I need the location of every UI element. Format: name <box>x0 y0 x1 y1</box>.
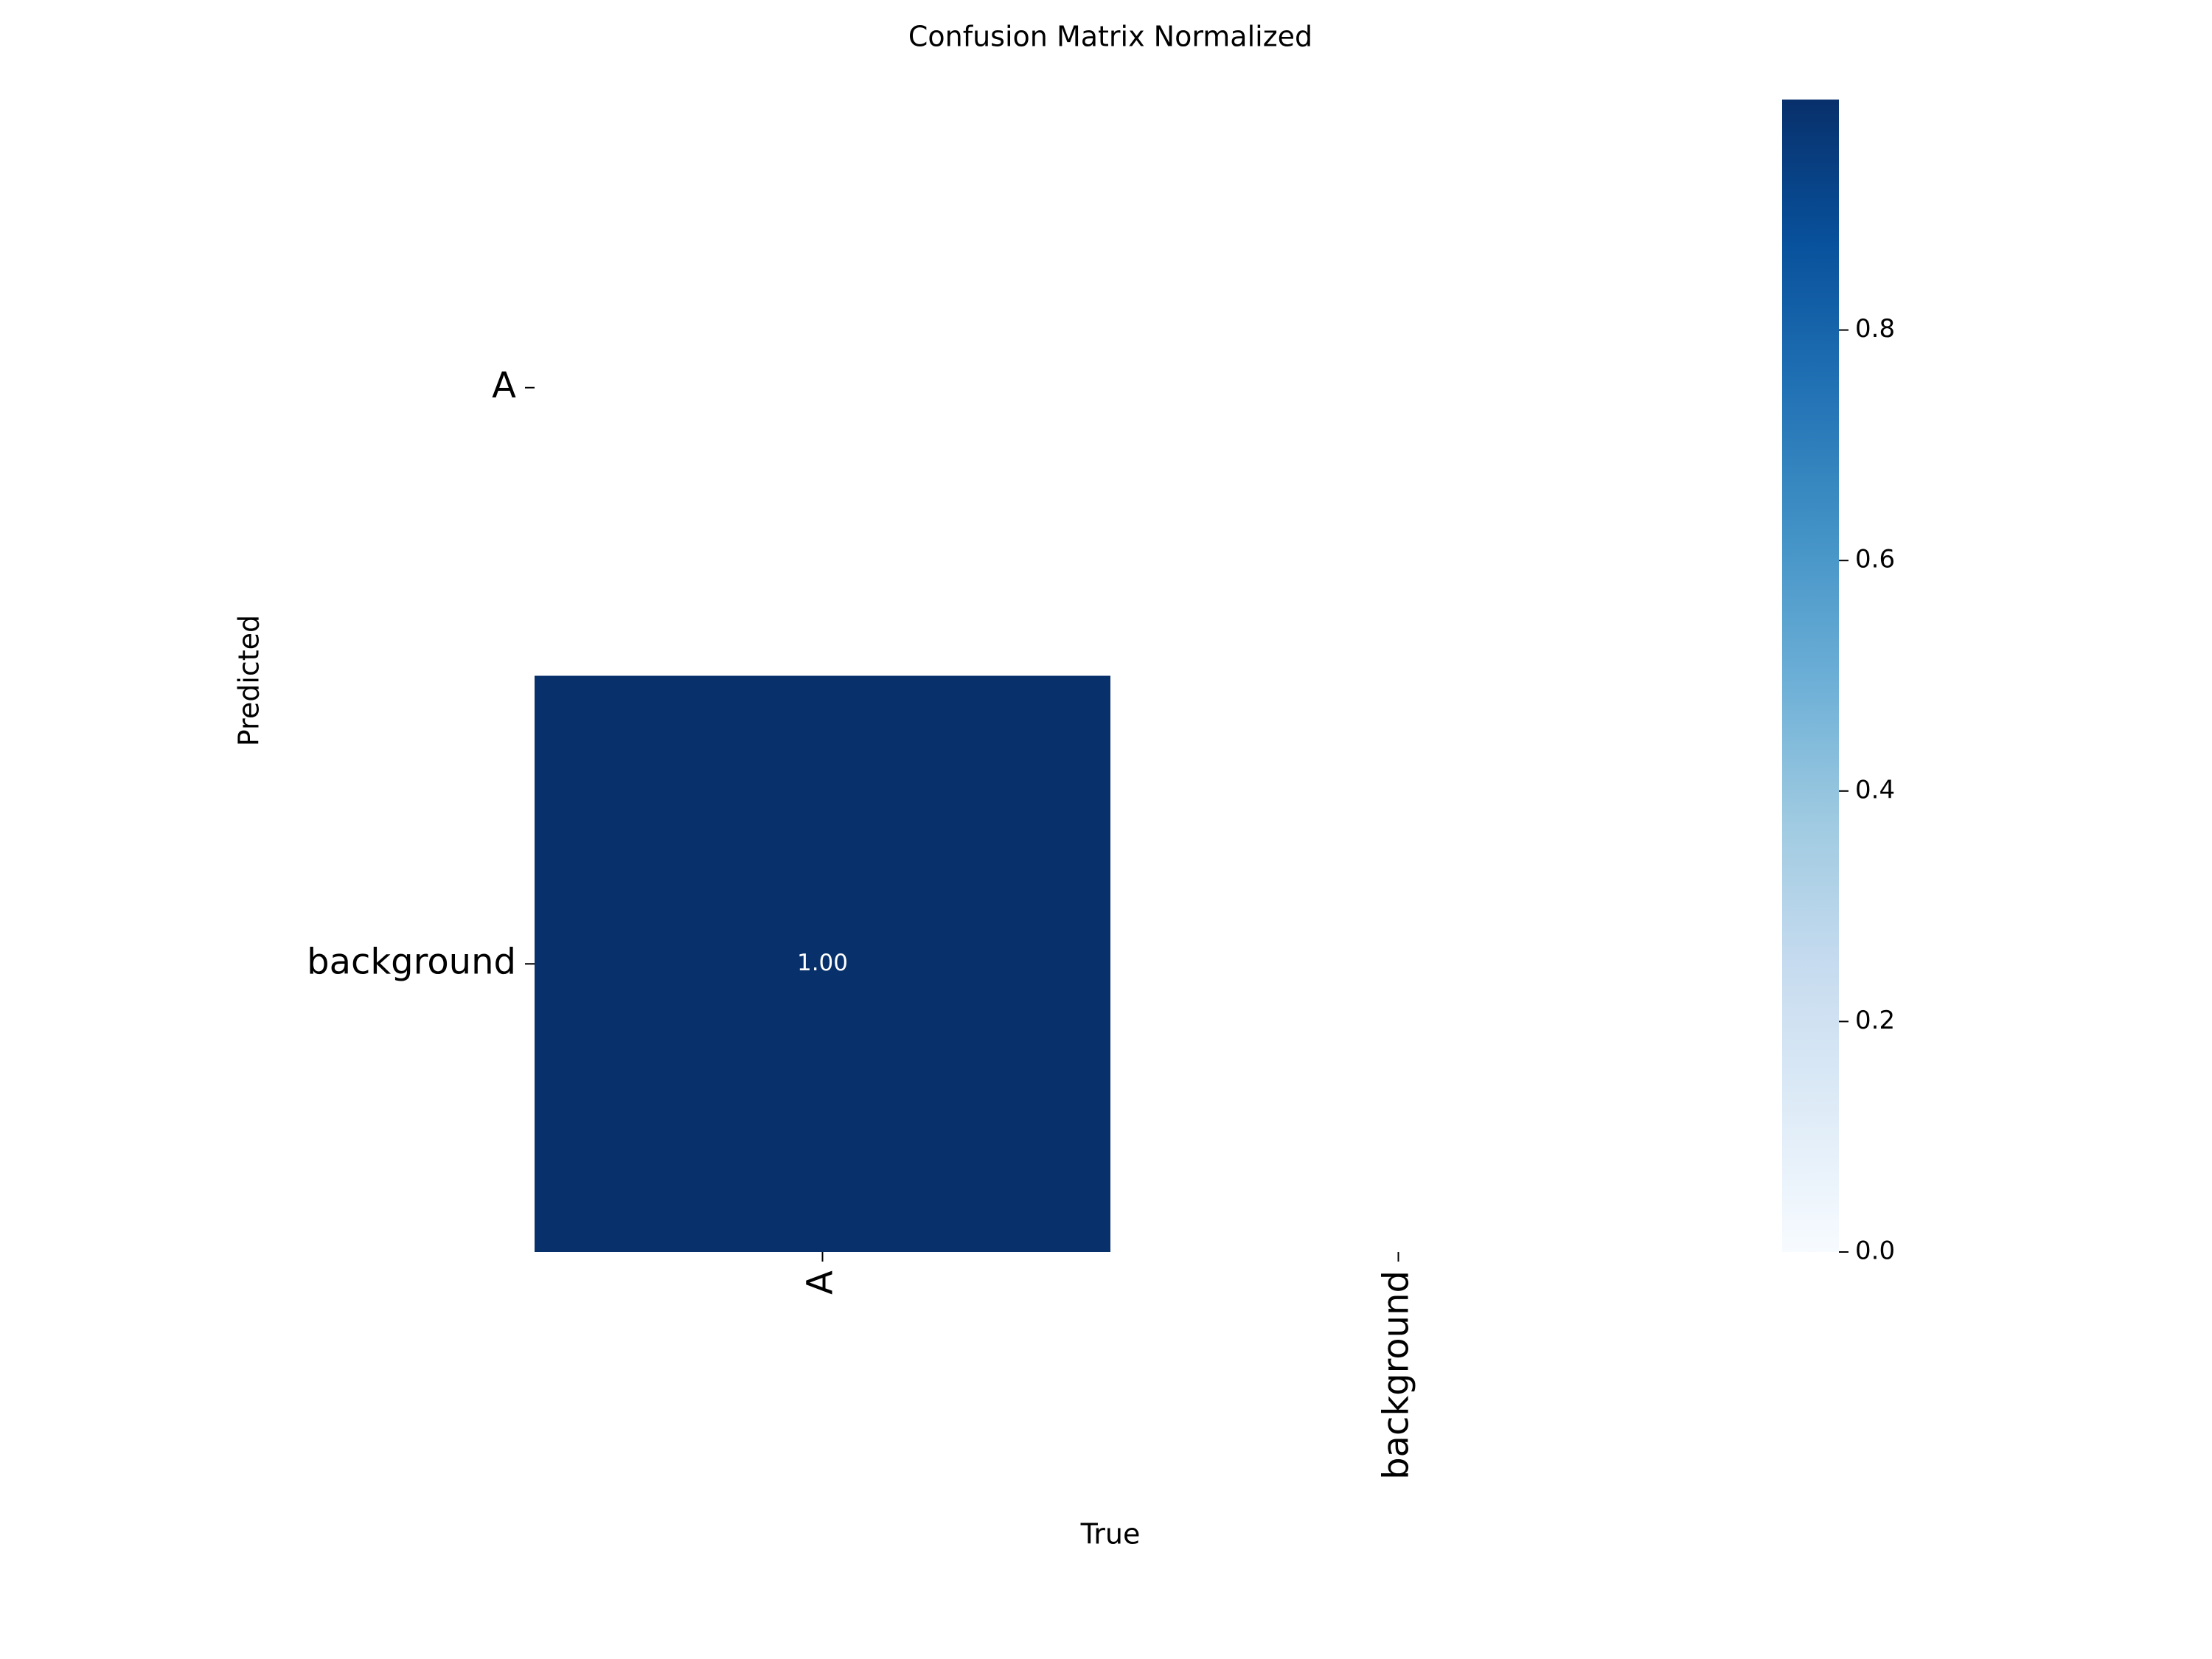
cell-label: 1.00 <box>797 950 848 976</box>
y-tick-label: A <box>492 365 516 406</box>
y-axis-label: Predicted <box>233 615 265 746</box>
y-tick-label: background <box>307 941 516 982</box>
colorbar-tick-label: 0.6 <box>1855 545 1895 574</box>
colorbar-tick-label: 0.2 <box>1855 1006 1895 1035</box>
colorbar-tick-label: 0.0 <box>1855 1237 1895 1266</box>
colorbar-tick-label: 0.8 <box>1855 314 1895 344</box>
x-tick-label: background <box>1376 1270 1417 1480</box>
cell <box>535 675 1110 1252</box>
colorbar <box>1782 100 1839 1252</box>
chart-title: Confusion Matrix Normalized <box>908 21 1312 53</box>
colorbar-tick-label: 0.4 <box>1855 775 1895 804</box>
x-axis-label: True <box>1080 1518 1141 1551</box>
x-tick-label: A <box>800 1270 841 1295</box>
